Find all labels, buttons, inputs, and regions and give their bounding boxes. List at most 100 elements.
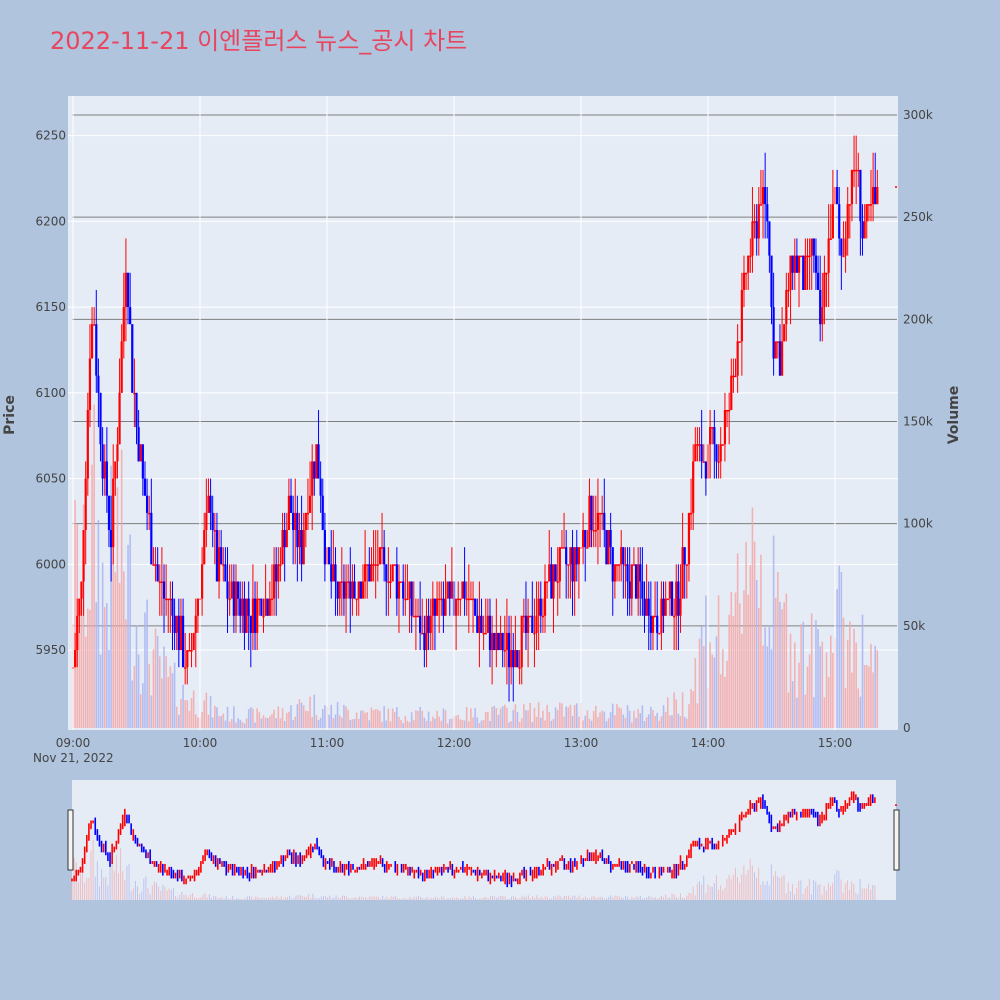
candle-body bbox=[683, 547, 686, 565]
candle-body bbox=[863, 221, 866, 239]
candle-body bbox=[217, 547, 221, 582]
mini-volume-bar bbox=[832, 883, 834, 900]
volume-bar bbox=[154, 628, 157, 728]
volume-bar bbox=[643, 721, 646, 728]
candle-body bbox=[751, 221, 754, 256]
candle-body bbox=[302, 530, 305, 565]
mini-volume-bar bbox=[415, 896, 417, 900]
candle-body bbox=[158, 581, 161, 583]
candle-body bbox=[203, 530, 206, 565]
volume-bar bbox=[578, 716, 580, 728]
mini-volume-bar bbox=[658, 897, 660, 900]
candle-body bbox=[406, 598, 409, 601]
volume-bar bbox=[550, 720, 553, 728]
mini-volume-bar bbox=[456, 897, 458, 900]
candle-body bbox=[349, 581, 352, 599]
candle-body bbox=[780, 341, 784, 376]
mini-volume-bar bbox=[232, 895, 234, 900]
mini-volume-bar bbox=[529, 898, 531, 900]
volume-bar bbox=[214, 705, 216, 728]
volume-bar bbox=[328, 714, 330, 728]
mini-volume-bar bbox=[810, 894, 812, 900]
mini-volume-bar bbox=[327, 897, 329, 900]
volume-bar bbox=[114, 572, 117, 728]
volume-tick-label: 0 bbox=[903, 721, 911, 735]
candle-body bbox=[819, 289, 822, 325]
candlesticks bbox=[71, 135, 897, 702]
candle-body bbox=[402, 581, 405, 599]
candle-body bbox=[814, 255, 818, 273]
range-slider[interactable] bbox=[72, 780, 896, 900]
volume-bar bbox=[216, 707, 218, 728]
mini-volume-bar bbox=[559, 895, 561, 900]
volume-bar bbox=[660, 716, 663, 728]
y2-axis-title: Volume bbox=[946, 386, 962, 445]
mini-volume-bar bbox=[390, 896, 392, 900]
mini-volume-bar bbox=[868, 884, 870, 900]
mini-volume-bar bbox=[82, 858, 84, 900]
volume-bar bbox=[499, 708, 502, 728]
volume-bar bbox=[148, 664, 150, 728]
candle-body bbox=[622, 547, 625, 565]
volume-bar bbox=[508, 722, 510, 728]
candle-body bbox=[668, 581, 671, 599]
mini-volume-bar bbox=[734, 867, 736, 900]
candle-body bbox=[268, 598, 271, 616]
volume-bar bbox=[650, 706, 652, 728]
mini-volume-bar bbox=[688, 892, 690, 900]
candle-body bbox=[86, 409, 89, 479]
mini-volume-bar bbox=[800, 880, 802, 900]
range-slider-right-handle[interactable] bbox=[893, 809, 900, 871]
time-tick-label: 15:00 bbox=[818, 736, 853, 750]
mini-volume-bar bbox=[284, 897, 286, 900]
volume-bar bbox=[493, 705, 496, 728]
volume-bar bbox=[368, 720, 371, 728]
mini-volume-bar bbox=[238, 898, 240, 900]
mini-volume-bar bbox=[312, 893, 314, 900]
volume-bar bbox=[290, 705, 292, 728]
mini-volume-bar bbox=[525, 896, 527, 900]
candle-body bbox=[611, 547, 614, 582]
volume-bar bbox=[241, 721, 244, 728]
time-tick-label: 13:00 bbox=[564, 736, 599, 750]
volume-bar bbox=[474, 708, 476, 728]
mini-volume-bar bbox=[622, 898, 624, 900]
volume-bar bbox=[827, 676, 830, 728]
volume-bar bbox=[823, 697, 826, 728]
range-slider-left-handle[interactable] bbox=[67, 809, 74, 871]
volume-bar bbox=[520, 718, 523, 728]
candle-body bbox=[850, 169, 854, 205]
mini-volume-bar bbox=[517, 898, 519, 900]
mini-volume-bar bbox=[276, 896, 278, 900]
volume-bar bbox=[226, 706, 229, 728]
candle-body bbox=[298, 530, 301, 548]
mini-volume-bar bbox=[502, 895, 504, 900]
mini-volume-bar bbox=[751, 865, 753, 900]
mini-volume-bar bbox=[314, 897, 316, 900]
mini-volume-bar bbox=[177, 897, 179, 900]
candle-body bbox=[133, 392, 136, 395]
candle-body bbox=[213, 530, 216, 532]
volume-bar bbox=[110, 465, 112, 728]
candle-body bbox=[90, 324, 94, 359]
volume-bar bbox=[239, 719, 242, 728]
mini-volume-bar bbox=[527, 895, 529, 900]
mini-volume-bar bbox=[418, 896, 420, 900]
candle-body bbox=[484, 632, 487, 635]
mini-volume-bar bbox=[568, 895, 570, 900]
mini-volume-bar bbox=[494, 896, 496, 900]
volume-bar bbox=[614, 715, 616, 728]
volume-bar bbox=[656, 712, 658, 728]
mini-volume-bar bbox=[475, 898, 477, 900]
mini-volume-bar bbox=[523, 896, 525, 900]
volume-bar bbox=[639, 713, 642, 728]
candle-body bbox=[778, 341, 782, 376]
mini-volume-bar bbox=[677, 897, 679, 900]
volume-bar bbox=[616, 704, 618, 728]
mini-volume-bar bbox=[318, 898, 320, 900]
candle-body bbox=[510, 650, 513, 668]
mini-volume-bar bbox=[842, 892, 844, 900]
volume-bar bbox=[586, 710, 589, 728]
candle-body bbox=[292, 512, 295, 531]
volume-bar bbox=[874, 645, 877, 728]
